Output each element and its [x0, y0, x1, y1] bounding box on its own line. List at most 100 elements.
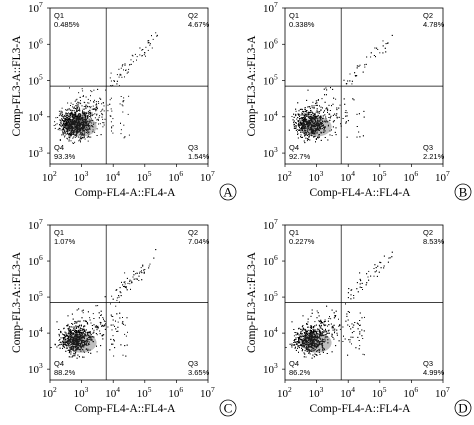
event-dot: [147, 40, 149, 42]
event-dot: [60, 125, 62, 127]
event-dot: [86, 120, 88, 122]
event-dot: [78, 330, 80, 332]
event-dot: [65, 336, 67, 338]
event-dot: [71, 313, 73, 315]
event-dot: [312, 101, 314, 103]
event-dot: [77, 107, 79, 109]
event-dot: [300, 134, 302, 136]
event-dot: [308, 139, 309, 140]
event-dot: [124, 324, 126, 326]
event-dot: [109, 77, 111, 79]
event-dot: [73, 343, 75, 345]
event-dot: [304, 119, 306, 121]
event-dot: [70, 113, 72, 115]
event-dot: [96, 329, 98, 331]
event-dot: [301, 114, 303, 116]
event-dot: [102, 126, 104, 128]
event-dot: [66, 341, 68, 343]
event-dot: [308, 113, 310, 115]
event-dot: [84, 119, 86, 121]
event-dot: [315, 116, 317, 118]
event-dot: [112, 343, 114, 345]
event-dot: [65, 333, 67, 335]
event-dot: [64, 133, 66, 135]
event-dot: [86, 136, 88, 138]
event-dot: [320, 115, 322, 117]
event-dot: [69, 339, 70, 340]
event-dot: [310, 111, 312, 113]
event-dot: [314, 125, 315, 127]
event-dot: [353, 99, 355, 101]
panel-letter: B: [459, 185, 468, 200]
event-dot: [67, 125, 69, 127]
event-dot: [120, 129, 122, 131]
event-dot: [79, 339, 81, 341]
event-dot: [308, 120, 310, 122]
x-tick-label: 106: [168, 169, 183, 184]
event-dot: [78, 349, 80, 351]
event-dot: [55, 117, 57, 119]
event-dot: [315, 128, 317, 130]
event-dot: [80, 129, 82, 131]
event-dot: [66, 340, 68, 342]
event-dot: [69, 339, 71, 341]
event-dot: [77, 114, 79, 116]
event-dot: [70, 112, 72, 114]
event-dot: [308, 112, 310, 114]
event-dot: [318, 123, 320, 125]
event-dot: [324, 126, 326, 128]
panel-letter-circle: [219, 399, 237, 417]
event-dot: [311, 111, 313, 113]
event-dot: [69, 128, 71, 129]
event-dot: [311, 123, 313, 125]
event-dot: [324, 137, 326, 138]
event-dot: [82, 346, 84, 348]
event-dot: [77, 104, 79, 106]
event-dot: [72, 323, 74, 325]
event-dot: [325, 116, 327, 118]
event-dot: [82, 119, 83, 121]
event-dot: [306, 121, 308, 123]
event-dot: [59, 139, 61, 140]
event-dot: [124, 281, 126, 283]
event-dot: [76, 130, 78, 131]
event-dot: [80, 103, 82, 105]
event-dot: [70, 126, 72, 128]
event-dot: [79, 332, 81, 334]
quadrant-q2-percent: 4.78%: [423, 20, 445, 29]
quadrant-q1-name: Q1: [54, 228, 64, 237]
event-dot: [62, 131, 63, 133]
event-dot: [88, 106, 90, 108]
event-dot: [90, 118, 92, 120]
event-dot: [63, 127, 64, 129]
event-dot: [102, 122, 104, 124]
event-dot: [74, 115, 76, 117]
event-dot: [75, 325, 77, 327]
event-dot: [101, 109, 103, 111]
event-dot: [79, 134, 81, 136]
event-dot: [87, 127, 89, 129]
event-dot: [81, 124, 83, 125]
event-dot: [85, 113, 87, 115]
event-dot: [107, 326, 109, 328]
event-dot: [300, 131, 302, 133]
event-dot: [317, 136, 318, 138]
event-dot: [86, 340, 88, 342]
event-dot: [96, 107, 98, 109]
event-dot: [75, 113, 77, 115]
event-dot: [81, 317, 83, 319]
event-dot: [69, 332, 71, 334]
event-dot: [83, 344, 85, 345]
event-dot: [363, 116, 365, 118]
event-dot: [63, 128, 65, 130]
event-dot: [124, 283, 126, 285]
event-dot: [85, 111, 87, 113]
event-dot: [89, 338, 91, 340]
event-dot: [347, 80, 349, 82]
event-dot: [150, 43, 151, 45]
event-dot: [297, 102, 299, 104]
event-dot: [81, 118, 83, 120]
event-dot: [317, 137, 319, 139]
event-dot: [130, 280, 132, 282]
event-dot: [67, 333, 69, 334]
